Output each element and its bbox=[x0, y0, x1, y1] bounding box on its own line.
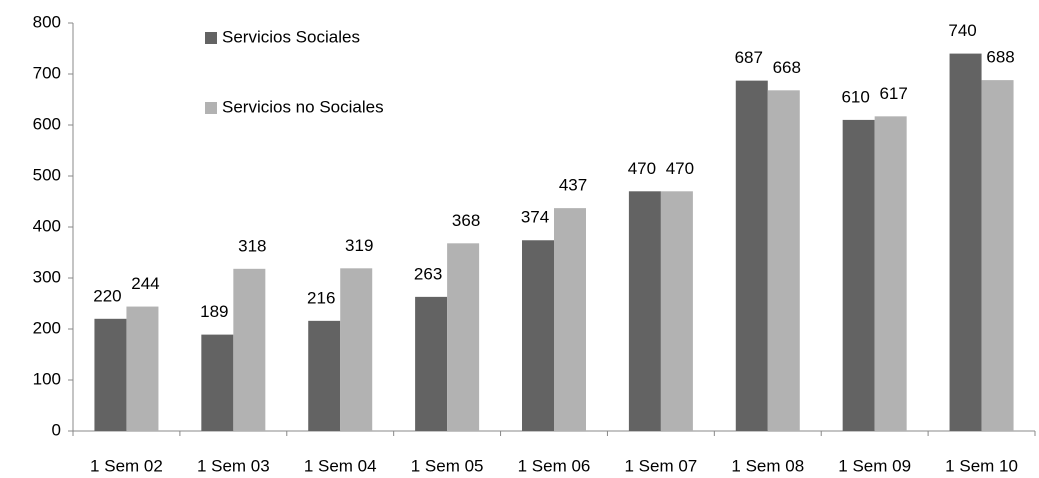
y-tick-label: 200 bbox=[33, 318, 61, 337]
bar bbox=[415, 296, 448, 431]
x-tick-label: 1 Sem 07 bbox=[625, 456, 698, 475]
legend-label: Servicios no Sociales bbox=[222, 97, 384, 116]
data-label: 470 bbox=[666, 159, 694, 178]
data-label: 688 bbox=[986, 48, 1014, 67]
x-tick-label: 1 Sem 02 bbox=[90, 456, 163, 475]
x-tick-label: 1 Sem 03 bbox=[197, 456, 270, 475]
y-tick-label: 800 bbox=[33, 12, 61, 31]
data-label: 687 bbox=[735, 48, 763, 67]
data-label: 216 bbox=[307, 288, 335, 307]
bar bbox=[201, 334, 234, 431]
bar bbox=[981, 80, 1014, 432]
bar bbox=[126, 306, 159, 431]
data-label: 668 bbox=[773, 58, 801, 77]
x-tick-label: 1 Sem 04 bbox=[304, 456, 377, 475]
data-label: 437 bbox=[559, 176, 587, 195]
data-label: 617 bbox=[879, 84, 907, 103]
data-label: 740 bbox=[948, 21, 976, 40]
bar bbox=[767, 90, 800, 431]
y-tick-label: 600 bbox=[33, 114, 61, 133]
bar bbox=[842, 119, 875, 432]
data-label: 318 bbox=[238, 236, 266, 255]
y-tick-label: 500 bbox=[33, 165, 61, 184]
data-label: 319 bbox=[345, 236, 373, 255]
y-tick-label: 0 bbox=[52, 420, 61, 439]
bar bbox=[949, 53, 982, 431]
y-tick-label: 100 bbox=[33, 369, 61, 388]
data-label: 368 bbox=[452, 211, 480, 230]
data-label: 374 bbox=[521, 208, 549, 227]
legend-swatch bbox=[205, 102, 217, 114]
bar bbox=[447, 243, 480, 431]
data-label: 189 bbox=[200, 302, 228, 321]
x-tick-label: 1 Sem 09 bbox=[838, 456, 911, 475]
legend-label: Servicios Sociales bbox=[222, 27, 360, 46]
y-tick-label: 700 bbox=[33, 63, 61, 82]
y-tick-label: 300 bbox=[33, 267, 61, 286]
bar bbox=[308, 320, 341, 431]
data-label: 610 bbox=[841, 87, 869, 106]
x-tick-label: 1 Sem 06 bbox=[518, 456, 591, 475]
data-label: 470 bbox=[628, 159, 656, 178]
bar bbox=[340, 268, 373, 431]
data-label: 263 bbox=[414, 264, 442, 283]
data-label: 220 bbox=[93, 286, 121, 305]
bar bbox=[233, 268, 266, 431]
x-tick-label: 1 Sem 08 bbox=[731, 456, 804, 475]
bar bbox=[628, 191, 661, 431]
bar bbox=[874, 116, 907, 431]
x-tick-label: 1 Sem 05 bbox=[411, 456, 484, 475]
bar bbox=[660, 191, 693, 431]
bar bbox=[554, 208, 586, 431]
x-tick-label: 1 Sem 10 bbox=[945, 456, 1018, 475]
bar bbox=[735, 80, 768, 431]
bar bbox=[94, 318, 127, 431]
y-tick-label: 400 bbox=[33, 216, 61, 235]
bar bbox=[522, 240, 554, 431]
legend-swatch bbox=[205, 32, 217, 44]
data-label: 244 bbox=[131, 274, 159, 293]
